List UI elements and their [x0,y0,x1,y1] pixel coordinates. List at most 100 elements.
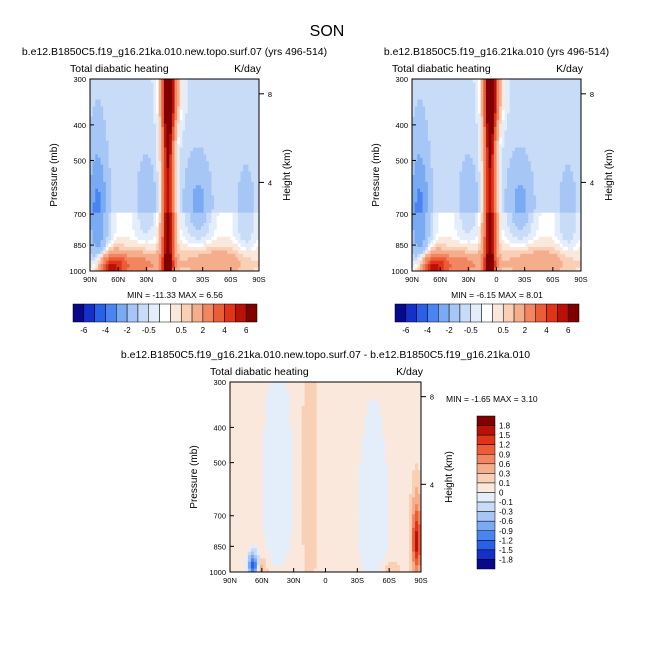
heatmap-cell [134,181,139,186]
heatmap-cell [504,109,508,114]
heatmap-cell [140,264,144,269]
heatmap-cell [525,79,529,84]
heatmap-cell [171,205,176,210]
heatmap-cell [549,82,553,87]
heatmap-cell [140,212,144,217]
heatmap-cell [412,89,416,94]
heatmap-cell [97,202,102,207]
heatmap-cell [251,267,255,271]
heatmap-cell [174,247,178,252]
heatmap-cell [132,264,136,269]
heatmap-cell [124,264,128,269]
heatmap-cell [427,106,432,111]
heatmap-cell [245,243,250,248]
heatmap-cell [134,260,139,265]
heatmap-cell [161,120,165,125]
heatmap-cell [140,178,144,183]
heatmap-cell [422,82,426,87]
heatmap-cell [206,82,210,87]
heatmap-cell [478,147,482,152]
heatmap-cell [90,154,94,159]
heatmap-cell [142,103,147,108]
heatmap-cell [132,199,136,204]
heatmap-cell [237,202,242,207]
heatmap-cell [105,116,110,121]
heatmap-cell [108,99,112,104]
heatmap-cell [222,223,226,228]
heatmap-cell [111,178,115,183]
heatmap-cell [438,106,442,111]
heatmap-cell [501,99,506,104]
heatmap-cell [137,140,141,145]
heatmap-cell [190,151,194,156]
heatmap-cell [150,120,154,125]
heatmap-cell [240,85,244,90]
heatmap-cell [243,85,247,90]
heatmap-cell [121,257,125,262]
heatmap-cell [417,120,421,125]
heatmap-cell [103,181,107,186]
heatmap-cell [570,79,574,84]
heatmap-cell [514,99,519,104]
heatmap-cell [435,89,440,94]
heatmap-cell [163,202,168,207]
heatmap-cell [475,103,479,108]
heatmap-cell [222,209,226,214]
heatmap-cell [148,89,152,94]
heatmap-cell [206,113,210,118]
heatmap-cell [520,147,524,152]
heatmap-cell [430,151,434,156]
heatmap-cell [129,116,133,121]
heatmap-cell [448,140,453,145]
heatmap-cell [441,103,445,108]
heatmap-cell [177,106,181,111]
heatmap-cell [105,188,110,193]
heatmap-cell [438,103,442,108]
heatmap-cell [121,89,125,94]
heatmap-cell [190,147,194,152]
heatmap-cell [229,185,234,190]
heatmap-cell [97,137,102,142]
heatmap-cell [251,181,255,186]
heatmap-cell [528,120,532,125]
heatmap-cell [456,82,461,87]
heatmap-cell [443,109,447,114]
heatmap-cell [544,106,548,111]
heatmap-cell [161,223,165,228]
heatmap-cell [470,99,474,104]
heatmap-cell [514,127,519,132]
heatmap-cell [517,116,521,121]
heatmap-cell [140,175,144,180]
heatmap-cell [253,209,257,214]
heatmap-cell [425,137,429,142]
heatmap-cell [97,96,102,101]
heatmap-cell [227,79,231,84]
heatmap-cell [546,133,550,138]
heatmap-cell [92,202,96,207]
heatmap-cell [443,120,447,125]
heatmap-cell [171,99,176,104]
heatmap-cell [119,192,123,197]
heatmap-cell [214,219,218,224]
heatmap-cell [121,195,125,200]
heatmap-cell [161,202,165,207]
heatmap-cell [153,257,157,262]
y-tick-label: 400 [73,121,86,130]
heatmap-cell [253,116,257,121]
heatmap-cell [190,219,194,224]
heatmap-cell [132,144,136,149]
heatmap-cell [251,240,255,245]
heatmap-cell [435,92,440,97]
heatmap-cell [520,79,524,84]
heatmap-cell [92,116,96,121]
heatmap-cell [520,130,524,135]
heatmap-cell [422,92,426,97]
heatmap-cell [538,116,542,121]
heatmap-cell [190,133,194,138]
heatmap-cell [156,257,160,262]
heatmap-cell [111,209,115,214]
heatmap-cell [192,79,197,84]
heatmap-cell [514,103,519,108]
heatmap-cell [493,82,498,87]
heatmap-cell [148,223,152,228]
